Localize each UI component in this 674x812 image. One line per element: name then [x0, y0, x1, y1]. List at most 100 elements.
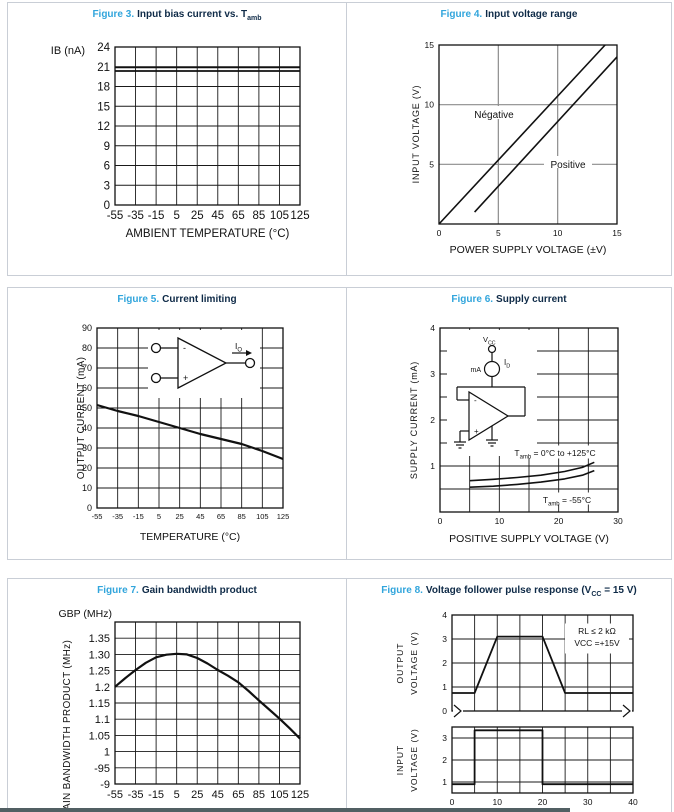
svg-text:40: 40: [82, 423, 92, 433]
svg-text:0: 0: [450, 797, 455, 807]
svg-text:-15: -15: [148, 210, 165, 222]
figure-4-panel: Figure 4. Input voltage range Négative Pos…: [346, 2, 672, 276]
svg-text:-9: -9: [100, 779, 110, 791]
svg-text:1.15: 1.15: [89, 698, 110, 710]
svg-text:10: 10: [82, 483, 92, 493]
svg-text:-55: -55: [92, 512, 103, 521]
figures-row-3: Figure 7. Gain bandwidth product -9 -95 1 1.…: [7, 578, 672, 812]
svg-text:mA: mA: [471, 367, 482, 374]
svg-text:20: 20: [538, 797, 548, 807]
svg-text:4: 4: [430, 323, 435, 333]
svg-text:1: 1: [442, 682, 447, 692]
svg-text:INPUT VOLTAGE (V): INPUT VOLTAGE (V): [411, 85, 421, 184]
svg-text:5: 5: [157, 512, 161, 521]
figure-3-caption-sub: amb: [247, 15, 262, 22]
svg-text:0: 0: [104, 200, 110, 212]
svg-text:Tamb = -55°C: Tamb = -55°C: [543, 495, 591, 508]
figure-7-caption: Gain bandwidth product: [141, 585, 257, 596]
svg-text:-35: -35: [112, 512, 123, 521]
svg-text:3: 3: [442, 634, 447, 644]
svg-text:RL ≤ 2 kΩ: RL ≤ 2 kΩ: [578, 626, 616, 636]
svg-text:VOLTAGE (V): VOLTAGE (V): [409, 728, 419, 792]
svg-text:2: 2: [442, 658, 447, 668]
svg-text:3: 3: [430, 369, 435, 379]
figure-7-title: Figure 7. Gain bandwidth product: [8, 585, 346, 598]
svg-text:80: 80: [82, 343, 92, 353]
svg-text:1: 1: [442, 777, 447, 787]
svg-text:45: 45: [212, 789, 224, 801]
svg-text:3: 3: [104, 180, 110, 192]
svg-text:-: -: [183, 343, 186, 353]
figure-8-caption: Voltage follower pulse response (V: [425, 585, 592, 596]
figure-8-number: Figure 8.: [381, 585, 423, 596]
svg-text:POSITIVE SUPPLY VOLTAGE (V): POSITIVE SUPPLY VOLTAGE (V): [449, 533, 609, 545]
svg-text:-15: -15: [148, 789, 164, 801]
figure-6-chart: VCC mA ID - + Tamb = 0°C to +125°C Tamb = -55°…: [409, 323, 623, 545]
figure-5-chart: - + IO 0 10 20 30 40 50 60 70 80 90 OUTPUT CURRENT (m…: [76, 323, 290, 543]
svg-text:30: 30: [82, 443, 92, 453]
figure-6-title: Figure 6. Supply current: [347, 294, 671, 307]
figure-3-chart: 0 3 6 9 12 15 18 21 24 -55 -35 -15 5 25 45 65 85 105 125AM…: [51, 42, 310, 240]
svg-text:Tamb = 0°C to +125°C: Tamb = 0°C to +125°C: [514, 448, 595, 461]
figure-3-panel: Figure 3. Input bias current vs. Tamb 0 3 6…: [7, 2, 346, 276]
svg-text:0: 0: [437, 228, 442, 238]
svg-text:2: 2: [442, 755, 447, 765]
svg-text:45: 45: [211, 210, 224, 222]
svg-text:-35: -35: [127, 210, 144, 222]
svg-text:9: 9: [104, 141, 110, 153]
svg-text:1.05: 1.05: [89, 730, 110, 742]
figure-5-title: Figure 5. Current limiting: [8, 294, 346, 307]
figure-7-panel: Figure 7. Gain bandwidth product -9 -95 1 1.…: [7, 578, 346, 812]
svg-text:-35: -35: [128, 789, 144, 801]
svg-text:20: 20: [82, 463, 92, 473]
figure-5-number: Figure 5.: [117, 294, 160, 305]
svg-text:5: 5: [429, 159, 434, 169]
svg-text:65: 65: [232, 789, 244, 801]
figure-8-title: Figure 8. Voltage follower pulse response…: [347, 585, 671, 598]
svg-text:GAIN BANDWIDTH PRODUCT (MHz): GAIN BANDWIDTH PRODUCT (MHz): [62, 640, 73, 812]
svg-text:5: 5: [173, 210, 179, 222]
figure-6-panel: Figure 6. Supply current VCC mA ID - + Tamb = …: [346, 287, 672, 560]
figure-4-title: Figure 4. Input voltage range: [347, 9, 671, 22]
svg-text:1.2: 1.2: [95, 682, 110, 694]
svg-text:ID: ID: [504, 358, 510, 370]
figure-8-panel: Figure 8. Voltage follower pulse response…: [346, 578, 672, 812]
svg-text:125: 125: [290, 210, 309, 222]
svg-text:3: 3: [442, 733, 447, 743]
svg-text:-: -: [474, 396, 477, 405]
svg-text:20: 20: [554, 516, 564, 526]
svg-text:Positive: Positive: [550, 160, 585, 171]
svg-text:0: 0: [438, 516, 443, 526]
figure-6-caption: Supply current: [496, 294, 567, 305]
svg-text:30: 30: [583, 797, 593, 807]
svg-text:60: 60: [82, 383, 92, 393]
svg-text:OUTPUT: OUTPUT: [395, 643, 405, 684]
svg-text:5: 5: [174, 789, 180, 801]
figure-3-number: Figure 3.: [92, 9, 135, 20]
svg-text:INPUT: INPUT: [395, 745, 405, 776]
svg-text:4: 4: [442, 610, 447, 620]
svg-text:0: 0: [87, 503, 92, 513]
svg-text:10: 10: [553, 228, 563, 238]
svg-text:SUPPLY CURRENT (mA): SUPPLY CURRENT (mA): [409, 361, 419, 479]
svg-text:IB (nA): IB (nA): [51, 45, 85, 57]
svg-text:24: 24: [97, 42, 110, 54]
svg-text:105: 105: [256, 512, 269, 521]
figure-8-caption-tail: = 15 V): [601, 585, 637, 596]
svg-text:15: 15: [425, 40, 435, 50]
svg-text:1.25: 1.25: [89, 666, 110, 678]
svg-text:Négative: Négative: [474, 110, 514, 121]
svg-text:1.1: 1.1: [95, 714, 110, 726]
svg-text:125: 125: [277, 512, 290, 521]
figure-8-caption-sub: CC: [591, 591, 602, 598]
svg-text:105: 105: [270, 210, 289, 222]
figure-5-caption: Current limiting: [162, 294, 237, 305]
svg-text:1.35: 1.35: [89, 633, 110, 645]
svg-text:65: 65: [217, 512, 225, 521]
svg-text:-95: -95: [94, 763, 110, 775]
svg-text:IO: IO: [235, 341, 242, 354]
svg-text:2: 2: [430, 415, 435, 425]
svg-text:VCC: VCC: [483, 335, 496, 347]
